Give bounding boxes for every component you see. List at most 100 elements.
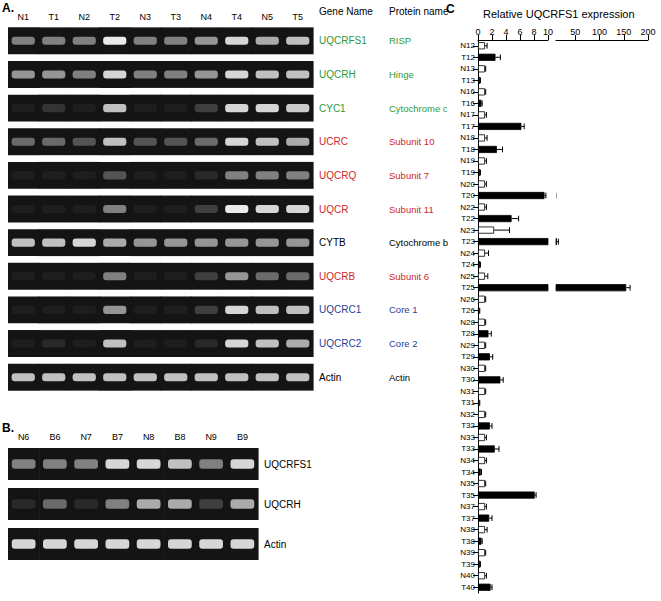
svg-text:100: 100 [592, 27, 607, 37]
svg-text:T17: T17 [461, 122, 475, 131]
svg-text:T23: T23 [461, 237, 475, 246]
svg-text:N35: N35 [460, 479, 475, 488]
svg-text:N22: N22 [460, 203, 475, 212]
svg-text:Subunit 10: Subunit 10 [389, 136, 434, 147]
svg-text:N34: N34 [460, 456, 475, 465]
svg-text:N32: N32 [460, 410, 475, 419]
svg-text:N1: N1 [17, 12, 29, 22]
svg-text:UQCRQ: UQCRQ [319, 170, 356, 181]
svg-text:6: 6 [517, 27, 522, 37]
svg-text:A.: A. [2, 1, 14, 15]
svg-text:Relative UQCRFS1 expression: Relative UQCRFS1 expression [483, 8, 635, 20]
svg-text:B9: B9 [237, 432, 248, 442]
svg-text:Cytochrome c: Cytochrome c [389, 103, 448, 114]
svg-text:N8: N8 [143, 432, 155, 442]
svg-text:N7: N7 [80, 432, 92, 442]
svg-text:T1: T1 [48, 12, 59, 22]
svg-text:UQCRB: UQCRB [319, 271, 355, 282]
svg-text:UQCRC1: UQCRC1 [319, 304, 362, 315]
svg-text:150: 150 [616, 27, 631, 37]
svg-text:T35: T35 [461, 491, 475, 500]
svg-text:T30: T30 [461, 375, 475, 384]
svg-text:T33: T33 [461, 444, 475, 453]
svg-text:0: 0 [475, 27, 480, 37]
svg-text:N17: N17 [460, 110, 475, 119]
svg-text:T40: T40 [461, 583, 475, 592]
svg-text:N33: N33 [460, 433, 475, 442]
svg-text:Gene Name: Gene Name [319, 6, 373, 17]
svg-text:N18: N18 [460, 133, 475, 142]
svg-text:N38: N38 [460, 525, 475, 534]
svg-text:Hinge: Hinge [389, 69, 414, 80]
svg-text:T2: T2 [109, 12, 120, 22]
svg-text:T39: T39 [461, 560, 475, 569]
svg-text:T32: T32 [461, 421, 475, 430]
svg-text:T22: T22 [461, 214, 475, 223]
svg-text:CYC1: CYC1 [319, 103, 346, 114]
svg-text:T37: T37 [461, 514, 475, 523]
svg-text:UQCRH: UQCRH [319, 69, 356, 80]
svg-text:CYTB: CYTB [319, 237, 346, 248]
svg-text:T4: T4 [231, 12, 242, 22]
svg-text:UQCRC2: UQCRC2 [319, 338, 362, 349]
svg-text:T13: T13 [461, 76, 475, 85]
svg-text:T29: T29 [461, 352, 475, 361]
svg-text:Subunit 7: Subunit 7 [389, 170, 429, 181]
svg-text:N19: N19 [460, 156, 475, 165]
svg-text:T28: T28 [461, 329, 475, 338]
svg-text:Core 2: Core 2 [389, 338, 418, 349]
svg-text:N9: N9 [205, 432, 217, 442]
svg-text:T16: T16 [461, 99, 475, 108]
svg-text:N4: N4 [200, 12, 212, 22]
svg-text:N39: N39 [460, 548, 475, 557]
svg-text:T38: T38 [461, 537, 475, 546]
svg-text:N24: N24 [460, 249, 475, 258]
svg-text:T12: T12 [461, 53, 475, 62]
svg-text:T20: T20 [461, 191, 475, 200]
svg-text:UQCRH: UQCRH [264, 499, 301, 510]
svg-text:RISP: RISP [389, 35, 411, 46]
svg-text:UCRC: UCRC [319, 136, 348, 147]
svg-text:Subunit 11: Subunit 11 [389, 204, 434, 215]
svg-text:Core 1: Core 1 [389, 304, 418, 315]
svg-text:N13: N13 [460, 64, 475, 73]
svg-text:T25: T25 [461, 283, 475, 292]
svg-text:Protein name: Protein name [389, 6, 449, 17]
svg-text:N31: N31 [460, 387, 475, 396]
svg-text:N40: N40 [460, 571, 475, 580]
svg-text:200: 200 [640, 27, 655, 37]
svg-text:UQCRFS1: UQCRFS1 [319, 35, 367, 46]
svg-text:C: C [446, 2, 455, 16]
svg-text:UQCR: UQCR [319, 204, 348, 215]
svg-text:T34: T34 [461, 468, 475, 477]
svg-text:Actin: Actin [319, 372, 341, 383]
svg-text:N6: N6 [18, 432, 30, 442]
svg-text:T31: T31 [461, 398, 475, 407]
svg-text:N37: N37 [460, 502, 475, 511]
svg-text:N29: N29 [460, 341, 475, 350]
svg-text:T5: T5 [292, 12, 303, 22]
svg-text:T24: T24 [461, 260, 475, 269]
svg-text:N23: N23 [460, 226, 475, 235]
svg-text:N20: N20 [460, 180, 475, 189]
svg-text:B6: B6 [49, 432, 60, 442]
svg-text:N3: N3 [139, 12, 151, 22]
svg-text:4: 4 [503, 27, 508, 37]
svg-text:10: 10 [543, 27, 553, 37]
svg-text:N2: N2 [78, 12, 90, 22]
svg-text:8: 8 [531, 27, 536, 37]
svg-text:B7: B7 [112, 432, 123, 442]
svg-text:Actin: Actin [264, 539, 286, 550]
svg-text:N30: N30 [460, 364, 475, 373]
svg-text:N16: N16 [460, 87, 475, 96]
svg-text:T18: T18 [461, 145, 475, 154]
svg-text:N5: N5 [261, 12, 273, 22]
svg-text:N26: N26 [460, 295, 475, 304]
svg-text:2: 2 [489, 27, 494, 37]
svg-text:N25: N25 [460, 272, 475, 281]
svg-text:B8: B8 [174, 432, 185, 442]
svg-text:UQCRFS1: UQCRFS1 [264, 459, 312, 470]
svg-text:T3: T3 [170, 12, 181, 22]
svg-text:N28: N28 [460, 318, 475, 327]
svg-text:T19: T19 [461, 168, 475, 177]
